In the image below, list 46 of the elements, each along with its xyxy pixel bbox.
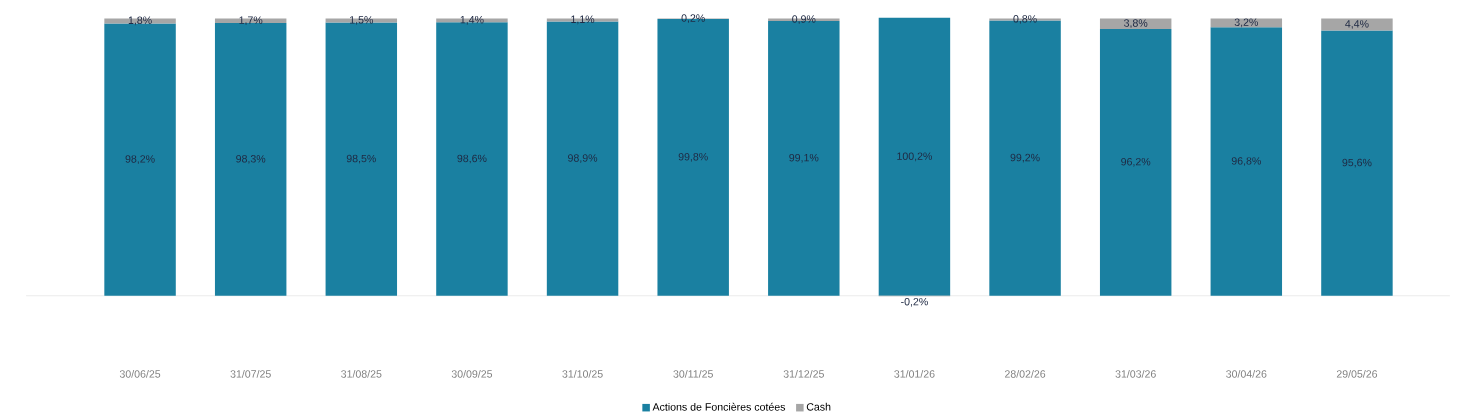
data-label: 98,5%	[346, 154, 376, 164]
legend-label: Actions de Foncières cotées	[652, 402, 786, 411]
legend-label: Cash	[806, 402, 831, 411]
data-label: 99,1%	[789, 154, 819, 163]
data-label: 98,9%	[568, 154, 598, 164]
x-tick-label: 31/03/26	[1115, 370, 1156, 378]
data-label: 98,3%	[236, 155, 266, 164]
x-tick-label: 30/04/26	[1226, 370, 1267, 378]
bar	[1210, 18, 1283, 28]
bar	[104, 18, 176, 24]
data-label: 0,9%	[792, 15, 816, 25]
data-label: 96,2%	[1121, 158, 1151, 167]
bar	[1321, 18, 1393, 31]
x-tick-label: 31/07/25	[230, 370, 271, 378]
data-label: 98,6%	[457, 154, 487, 164]
data-label: 3,8%	[1124, 19, 1148, 29]
x-tick-label: 31/12/25	[783, 370, 824, 378]
data-label: 99,2%	[1010, 153, 1040, 163]
bar	[1210, 27, 1283, 296]
bar	[104, 23, 176, 296]
data-label: 1,8%	[128, 16, 152, 26]
bar	[325, 18, 398, 23]
x-tick-label: 30/11/25	[673, 370, 713, 378]
data-label: 1,4%	[460, 16, 484, 25]
x-tick-label: 30/06/25	[119, 370, 161, 378]
x-tick-label: 29/05/26	[1336, 370, 1378, 378]
data-label: 4,4%	[1345, 20, 1369, 29]
x-tick-label: 30/09/25	[451, 370, 493, 378]
bar	[1099, 29, 1172, 296]
bar	[214, 23, 287, 296]
bar	[878, 17, 951, 296]
bar	[1321, 30, 1393, 296]
data-label: 1,5%	[350, 16, 373, 25]
data-label: 98,2%	[125, 155, 155, 165]
bar	[1099, 18, 1172, 30]
data-label: 95,6%	[1342, 158, 1372, 168]
data-label: 3,2%	[1234, 18, 1258, 28]
x-tick-label: 31/08/25	[341, 370, 382, 378]
x-tick-label: 28/02/26	[1005, 370, 1046, 378]
x-tick-label: 31/01/26	[894, 370, 935, 378]
bar	[436, 18, 508, 23]
data-label: 96,8%	[1231, 157, 1261, 166]
data-label: -0,2%	[901, 297, 928, 307]
data-label: 100,2%	[897, 152, 932, 162]
data-label: 99,8%	[678, 153, 708, 162]
x-tick-label: 31/10/25	[562, 370, 603, 378]
